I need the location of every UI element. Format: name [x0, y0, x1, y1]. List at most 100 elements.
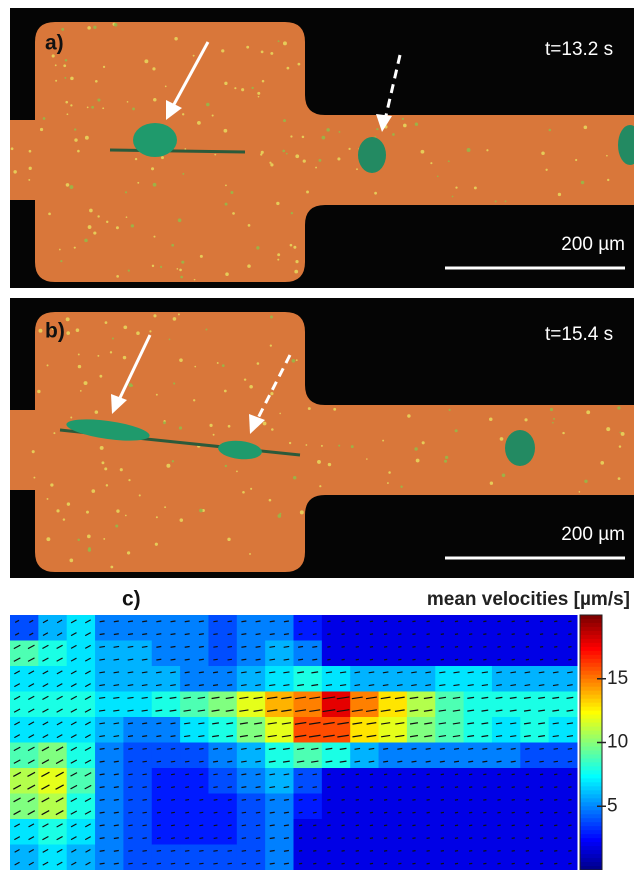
speck: [366, 458, 368, 460]
quiver: [184, 862, 190, 865]
quiver: [283, 773, 290, 776]
time-label: t=15.4 s: [545, 324, 613, 345]
colorbar-band: [580, 642, 602, 648]
quiver: [198, 735, 205, 738]
quiver: [255, 862, 261, 865]
quiver: [56, 848, 63, 853]
quiver: [142, 862, 147, 865]
quiver: [339, 671, 347, 674]
heat-cell: [406, 742, 436, 769]
quiver: [423, 709, 433, 712]
quiver: [84, 772, 92, 777]
speck: [473, 186, 477, 190]
quiver: [336, 709, 350, 713]
speck: [269, 161, 272, 164]
colorbar-band: [580, 662, 602, 668]
speck: [552, 421, 554, 424]
quiver: [439, 684, 446, 687]
speck: [126, 551, 131, 555]
heat-cell: [95, 691, 124, 718]
speck: [620, 431, 625, 436]
quiver: [169, 696, 177, 699]
speck: [42, 117, 46, 120]
quiver: [185, 773, 190, 776]
quiver: [552, 709, 560, 712]
colorbar-band: [580, 618, 602, 624]
speck: [87, 26, 91, 30]
heat-cell: [293, 793, 323, 820]
quiver: [523, 735, 531, 738]
colorbar-band: [580, 622, 602, 628]
speck: [110, 565, 114, 569]
colorbar-band: [580, 706, 602, 712]
quiver: [84, 797, 92, 803]
quiver: [283, 633, 289, 636]
speck: [315, 166, 317, 169]
heat-cell: [435, 717, 465, 743]
speck: [286, 66, 290, 70]
quiver: [255, 747, 261, 750]
colorbar-band: [580, 710, 602, 716]
speck: [105, 484, 109, 487]
quiver: [170, 671, 176, 674]
heat-cell: [10, 768, 39, 794]
colorbar-band: [580, 722, 602, 728]
speck: [382, 439, 385, 442]
quiver: [409, 722, 419, 725]
speck: [241, 88, 245, 92]
heat-cell: [236, 742, 266, 769]
colorbar-band: [580, 762, 602, 767]
quiver: [467, 709, 475, 712]
quiver: [99, 722, 105, 725]
quiver: [239, 696, 249, 700]
quiver: [85, 861, 91, 866]
speck: [578, 491, 581, 493]
quiver: [113, 837, 119, 840]
heat-cell: [151, 819, 181, 845]
heat-cell: [38, 615, 68, 641]
quiver: [13, 759, 21, 764]
heat-cell: [435, 819, 465, 845]
quiver: [411, 671, 417, 674]
quiver: [70, 632, 77, 637]
quiver: [212, 722, 219, 725]
quiver: [298, 658, 304, 661]
heat-cell: [491, 666, 521, 692]
quiver: [298, 633, 303, 636]
heat-cell: [435, 768, 465, 794]
quiver: [425, 760, 431, 763]
quiver: [141, 684, 148, 687]
heat-cell: [321, 844, 351, 870]
quiver: [99, 811, 105, 814]
speck: [153, 98, 157, 102]
quiver: [523, 722, 531, 725]
heat-cell: [10, 793, 39, 820]
quiver: [227, 837, 232, 840]
quiver: [185, 786, 190, 789]
quiver: [198, 620, 204, 623]
heat-cell: [321, 819, 351, 845]
quiver: [55, 759, 64, 765]
quiver: [339, 747, 347, 750]
quiver: [142, 837, 147, 840]
speck: [445, 455, 449, 459]
quiver: [184, 633, 190, 636]
quiver: [84, 683, 91, 688]
speck: [102, 65, 106, 68]
heat-cell: [520, 615, 550, 641]
quiver: [351, 696, 363, 700]
quiver: [481, 671, 489, 674]
quiver: [312, 658, 318, 661]
colorbar-band: [580, 818, 602, 823]
speck: [277, 514, 282, 518]
quiver: [468, 747, 474, 750]
quiver: [113, 798, 119, 801]
speck: [125, 216, 128, 218]
speck: [269, 344, 272, 347]
heat-cell: [180, 768, 209, 794]
quiver: [156, 747, 162, 750]
speck: [306, 190, 309, 194]
heat-cell: [236, 844, 266, 870]
heat-cell: [463, 793, 493, 820]
speck: [77, 364, 82, 369]
